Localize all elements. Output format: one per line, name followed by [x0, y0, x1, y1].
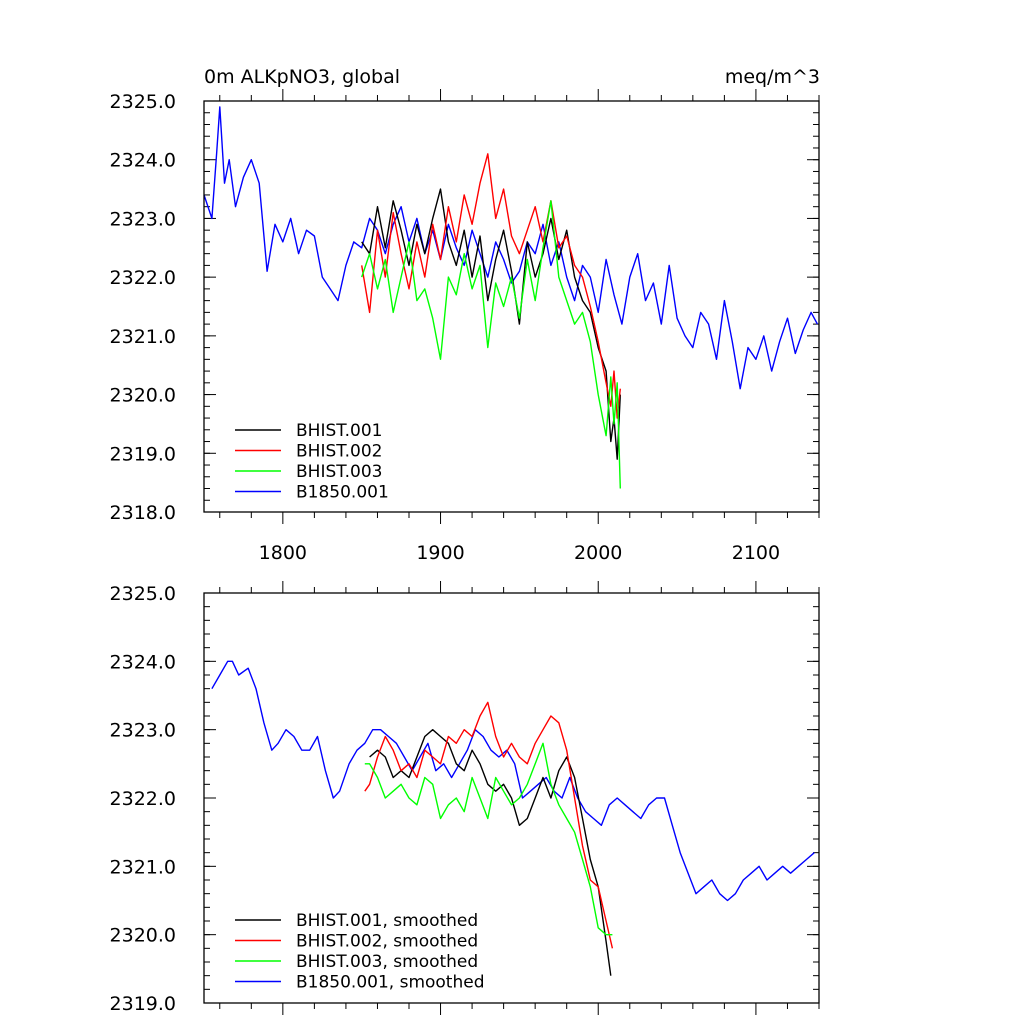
chart-title: 0m ALKpNO3, global — [204, 66, 400, 88]
series-group — [211, 660, 815, 976]
y-tick-label: 2322.0 — [110, 788, 176, 810]
legend-label: BHIST.003, smoothed — [296, 952, 478, 972]
y-tick-label: 2323.0 — [110, 720, 176, 742]
y-tick-label: 2321.0 — [110, 326, 176, 348]
legend-label: BHIST.002, smoothed — [296, 932, 478, 952]
plot-frame — [203, 592, 820, 1004]
units-label: meq/m^3 — [725, 66, 820, 88]
x-tick-label: 2100 — [732, 542, 780, 564]
y-tick-label: 2320.0 — [110, 925, 176, 947]
series-line-1 — [361, 153, 621, 419]
series-group — [203, 106, 819, 489]
legend-label: BHIST.003 — [296, 462, 382, 482]
y-tick-label: 2321.0 — [110, 856, 176, 878]
y-tick-label: 2318.0 — [110, 502, 176, 524]
y-tick-label: 2324.0 — [110, 150, 176, 172]
tick-group: 2318.0 2319.0 2320.0 2321.0 2322.0 2323.0 2324… — [110, 89, 820, 564]
series-line-3 — [211, 660, 815, 902]
tick-group: 2319.0 2320.0 2321.0 2322.0 2323.0 2324.0 2325… — [110, 581, 820, 1015]
plot-frame — [203, 100, 820, 513]
y-tick-label: 2325.0 — [110, 583, 176, 605]
y-tick-label: 2319.0 — [110, 443, 176, 465]
y-tick-label: 2325.0 — [110, 91, 176, 113]
y-tick-label: 2322.0 — [110, 267, 176, 289]
y-tick-label: 2319.0 — [110, 993, 176, 1015]
legend-label: B1850.001 — [296, 483, 389, 503]
y-tick-label: 2323.0 — [110, 208, 176, 230]
series-line-2 — [361, 200, 621, 489]
top-panel: 0m ALKpNO3, global meq/m^3 2318.02319.02… — [110, 66, 820, 564]
legend-label: BHIST.001 — [296, 421, 382, 441]
x-tick-label: 1800 — [259, 542, 307, 564]
x-tick-label: 1900 — [416, 542, 464, 564]
y-tick-label: 2324.0 — [110, 651, 176, 673]
bottom-panel: 2319.0 2320.0 2321.0 2322.0 2323.0 2324.0 2325… — [110, 581, 820, 1015]
x-tick-label: 2000 — [574, 542, 622, 564]
legend-label: BHIST.002 — [296, 442, 382, 462]
series-line-0 — [361, 188, 621, 460]
legend-label: B1850.001, smoothed — [296, 973, 485, 993]
legend-label: BHIST.001, smoothed — [296, 911, 478, 931]
series-line-0 — [369, 729, 612, 976]
y-tick-label: 2320.0 — [110, 385, 176, 407]
series-line-2 — [364, 742, 613, 936]
series-line-3 — [203, 106, 819, 390]
series-line-1 — [364, 701, 614, 949]
